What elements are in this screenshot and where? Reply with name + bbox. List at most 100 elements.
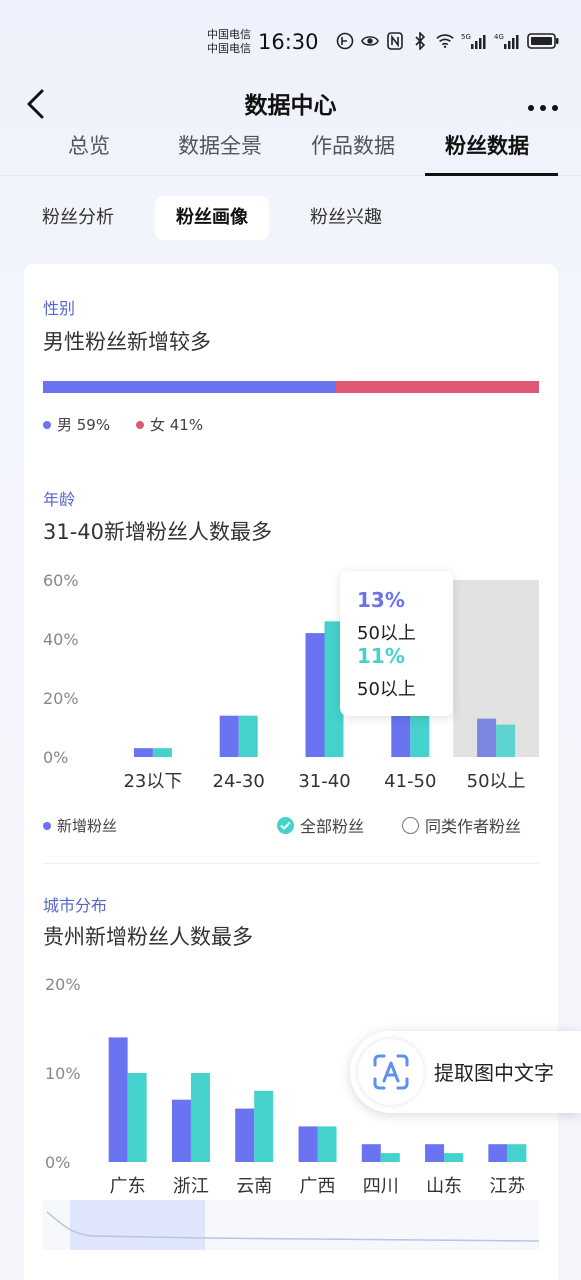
carrier-info: 中国电信 中国电信 [207, 28, 251, 56]
eye-icon [361, 32, 379, 50]
bar-all [127, 1073, 147, 1162]
signal-5g-icon: 5G [461, 32, 487, 50]
x-tick-label: 四川 [363, 1176, 399, 1197]
bar-new [298, 1126, 318, 1162]
fan-profile-card: 性别 男性粉丝新增较多 男 59% 女 41% 年龄 31-40新增粉丝人数最多… [24, 264, 558, 1280]
female-dot-icon [136, 420, 144, 429]
more-button[interactable] [525, 90, 561, 120]
tooltip-value-new: 13% [357, 588, 405, 612]
y-tick-label: 10% [45, 1064, 81, 1083]
bar-all [317, 1126, 337, 1162]
nfc-icon [386, 32, 404, 50]
x-tick-label: 浙江 [173, 1176, 209, 1197]
more-dots-icon [528, 105, 558, 111]
city-section-label: 城市分布 [43, 896, 108, 915]
x-tick-label: 广东 [110, 1176, 146, 1197]
svg-text:5G: 5G [461, 33, 471, 41]
tab-overview[interactable]: 总览 [68, 134, 110, 158]
slider-preview-line [46, 1211, 539, 1242]
bar-all [496, 724, 516, 757]
age-section-title: 31-40新增粉丝人数最多 [43, 520, 273, 544]
male-segment [43, 381, 336, 393]
male-dot-icon [43, 420, 51, 429]
active-tab-indicator [425, 173, 558, 176]
legend-female-label: 女 41% [150, 416, 204, 434]
hd-icon [336, 32, 354, 50]
chart-range-slider[interactable] [43, 1200, 539, 1250]
bar-new [219, 715, 239, 757]
bar-new [488, 1144, 508, 1162]
tab-works-data[interactable]: 作品数据 [311, 134, 395, 158]
signal-4g-icon: 4G [494, 32, 520, 50]
y-tick-label: 0% [45, 1153, 70, 1172]
status-bar: 中国电信 中国电信 16:30 5G 4G [0, 26, 581, 60]
bar-new [477, 718, 497, 757]
age-chart-tooltip: 13% 50以上 11% 50以上 [340, 571, 453, 716]
y-tick-label: 0% [43, 748, 68, 767]
bar-all [324, 621, 344, 757]
bar-new [133, 748, 153, 757]
back-arrow-icon [27, 89, 44, 119]
gender-section-title: 男性粉丝新增较多 [43, 330, 211, 354]
check-circle-icon [277, 816, 294, 834]
bar-all [152, 748, 172, 757]
radio-circle-icon [402, 816, 419, 834]
y-tick-label: 20% [45, 975, 81, 994]
y-tick-label: 20% [43, 689, 79, 708]
y-tick-label: 40% [43, 630, 79, 649]
extract-text-label: 提取图中文字 [434, 1061, 554, 1085]
toggle-all-fans-label: 全部粉丝 [300, 817, 365, 836]
x-tick-label: 41-50 [384, 771, 436, 792]
legend-new-fans-label: 新增粉丝 [57, 817, 118, 835]
gender-ratio-bar [43, 381, 539, 393]
subtab-fan-interests[interactable]: 粉丝兴趣 [310, 207, 382, 228]
bar-new [361, 1144, 381, 1162]
tab-data-panorama[interactable]: 数据全景 [178, 134, 262, 158]
carrier-1: 中国电信 [207, 28, 251, 41]
bar-all [507, 1144, 527, 1162]
tab-fans-data[interactable]: 粉丝数据 [445, 134, 529, 158]
x-tick-label: 31-40 [298, 771, 350, 792]
x-tick-label: 50以上 [467, 771, 526, 792]
city-bar-chart[interactable]: 20% 10% 0% 广东 浙江 云南 广西 四川 山东 江苏 [24, 964, 558, 1204]
city-section-title: 贵州新增粉丝人数最多 [43, 925, 253, 949]
bar-all [190, 1073, 210, 1162]
subtab-fan-analysis[interactable]: 粉丝分析 [42, 207, 114, 228]
new-fans-dot-icon [43, 821, 51, 830]
bluetooth-icon [411, 32, 429, 50]
bar-new [391, 715, 411, 757]
bar-new [305, 633, 325, 757]
battery-icon [527, 32, 559, 50]
x-tick-label: 云南 [236, 1176, 272, 1197]
back-button[interactable] [20, 86, 52, 122]
age-section-label: 年龄 [43, 490, 76, 509]
svg-text:4G: 4G [494, 33, 504, 41]
female-segment [335, 381, 539, 393]
wifi-icon [436, 32, 454, 50]
age-bar-chart[interactable]: 60% 40% 20% 0% 23以下 24-30 31-40 41-50 50以上 [24, 564, 558, 804]
toggle-all-fans[interactable]: 全部粉丝 [277, 813, 364, 837]
subtab-fan-profile[interactable]: 粉丝画像 [155, 196, 269, 240]
bar-new [171, 1099, 191, 1162]
tooltip-label-new: 50以上 [357, 623, 416, 644]
text-scan-icon [358, 1039, 424, 1105]
bar-all [254, 1090, 274, 1162]
toggle-peer-fans[interactable]: 同类作者粉丝 [402, 813, 521, 837]
extract-text-button[interactable]: 提取图中文字 [350, 1031, 581, 1113]
page-title: 数据中心 [244, 93, 337, 119]
bar-all [410, 715, 430, 757]
tooltip-label-all: 50以上 [357, 679, 416, 700]
legend-male: 男 59% [43, 414, 110, 435]
x-tick-label: 江苏 [489, 1176, 525, 1197]
top-tabs: 总览 数据全景 作品数据 粉丝数据 [0, 126, 581, 176]
x-tick-label: 24-30 [213, 771, 265, 792]
carrier-2: 中国电信 [207, 42, 251, 55]
section-divider [43, 863, 539, 864]
bar-all [238, 715, 258, 757]
status-icons: 5G 4G [336, 32, 559, 50]
legend-female: 女 41% [136, 414, 203, 435]
app-header: 数据中心 [0, 82, 581, 126]
status-time: 16:30 [258, 30, 319, 54]
bar-new [235, 1108, 255, 1162]
slider-window[interactable] [70, 1200, 205, 1250]
